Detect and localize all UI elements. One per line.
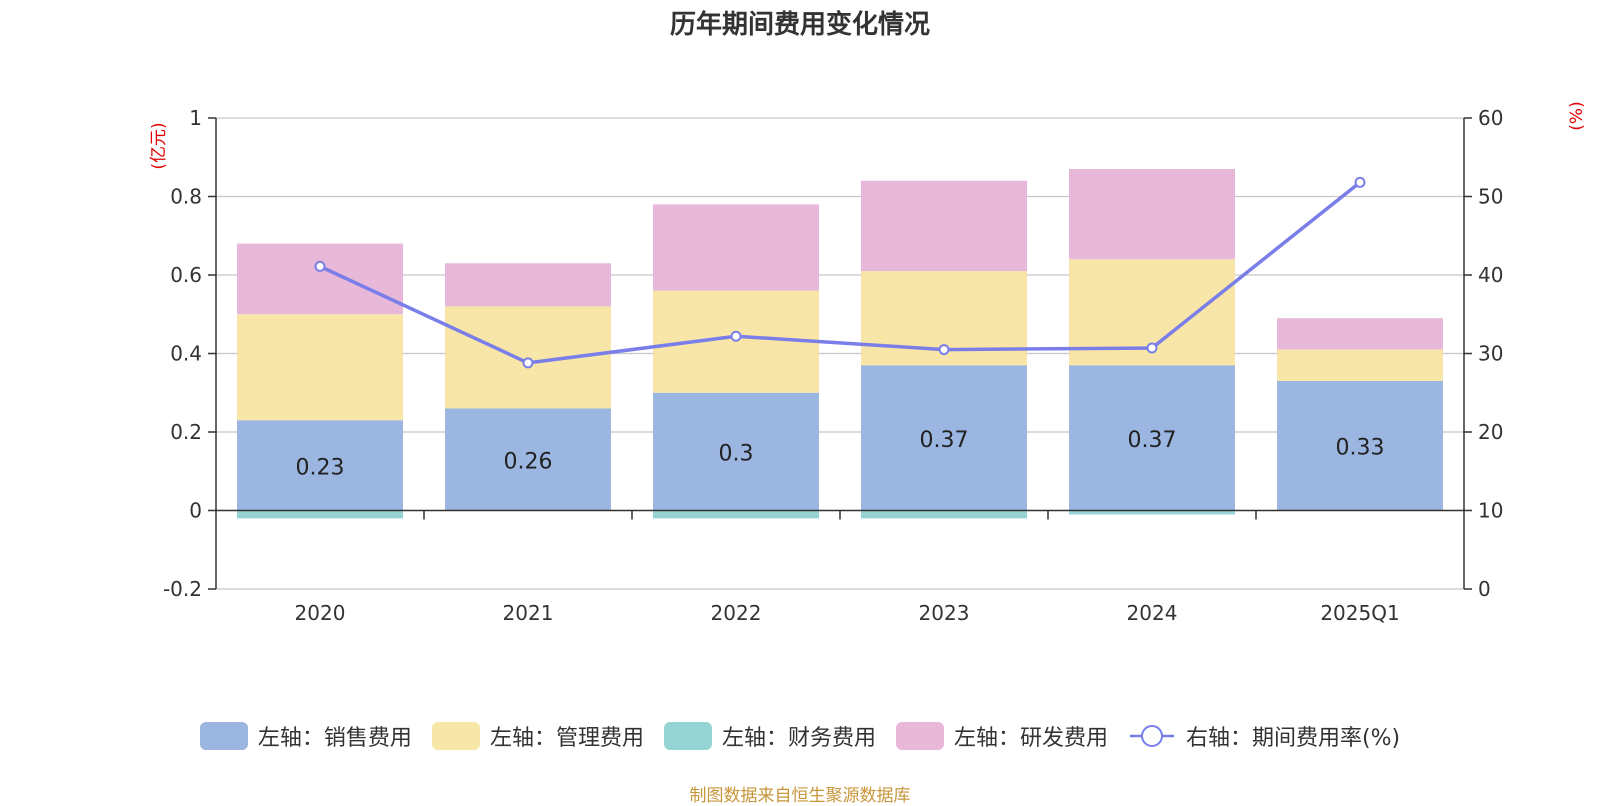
- legend-label-admin: 左轴：管理费用: [489, 726, 644, 751]
- bar-data-label: 0.26: [504, 449, 553, 474]
- x-axis-tick-label: 2022: [711, 601, 762, 625]
- bar-data-label: 0.37: [920, 428, 969, 453]
- bar-sales-2025Q1: [1277, 380, 1443, 511]
- left-axis-tick-label: 0.6: [170, 263, 202, 287]
- bar-rd-2025Q1: [1277, 318, 1443, 350]
- rate-point-2023: [938, 344, 950, 356]
- chart-title: 历年期间费用变化情况: [669, 10, 930, 40]
- bar-finance-2020: [237, 510, 403, 519]
- rate-point-2024: [1146, 342, 1158, 354]
- x-axis-tick-label: 2025Q1: [1320, 601, 1399, 625]
- bar-data-label: 0.37: [1128, 428, 1177, 453]
- bar-admin-2025Q1: [1277, 349, 1443, 381]
- left-axis-unit: (亿元): [149, 122, 169, 169]
- legend-swatch-finance: [663, 722, 712, 750]
- right-axis-tick-label: 60: [1478, 106, 1503, 130]
- bar-admin-2020: [237, 314, 403, 421]
- bar-rd-2020: [237, 243, 403, 315]
- x-axis-tick-label: 2021: [503, 601, 554, 625]
- legend-item-finance[interactable]: 左轴：财务费用: [663, 720, 876, 752]
- bar-finance-2023: [861, 510, 1027, 519]
- legend-label-rd: 左轴：研发费用: [953, 726, 1108, 751]
- legend-label-sales: 左轴：销售费用: [257, 726, 412, 751]
- rate-point-2020: [314, 260, 326, 272]
- right-axis-tick-label: 20: [1478, 420, 1503, 444]
- legend-item-rd[interactable]: 左轴：研发费用: [895, 720, 1108, 752]
- left-axis-tick-label: 0.8: [170, 185, 202, 209]
- bar-sales-2024: [1069, 365, 1235, 511]
- bar-data-label: 0.3: [719, 442, 754, 467]
- chart-legend: 左轴：销售费用 左轴：管理费用 左轴：财务费用 左轴：研发费用 右轴：期间费用率…: [0, 720, 1600, 752]
- right-axis-tick-label: 50: [1478, 185, 1503, 209]
- left-axis-tick-label: 0: [189, 499, 202, 523]
- legend-swatch-sales: [199, 722, 248, 750]
- bar-rd-2024: [1069, 169, 1235, 260]
- bar-sales-2020: [237, 420, 403, 511]
- x-axis-tick-label: 2023: [919, 601, 970, 625]
- bar-rd-2022: [653, 204, 819, 291]
- left-axis-tick-label: 1: [189, 106, 202, 130]
- right-axis-unit: (%): [1567, 101, 1587, 130]
- bar-sales-2022: [653, 392, 819, 511]
- legend-swatch-rd: [895, 722, 944, 750]
- right-axis-tick-label: 30: [1478, 342, 1503, 366]
- legend-item-sales[interactable]: 左轴：销售费用: [199, 720, 412, 752]
- right-axis-tick-label: 40: [1478, 263, 1503, 287]
- rate-point-2025Q1: [1354, 176, 1366, 188]
- rate-point-2021: [522, 357, 534, 369]
- legend-swatch-admin: [431, 722, 480, 750]
- left-axis-tick-label: 0.2: [170, 420, 202, 444]
- right-axis-tick-label: 10: [1478, 499, 1503, 523]
- x-axis-tick-label: 2024: [1127, 601, 1178, 625]
- legend-label-rate: 右轴：期间费用率(%): [1185, 726, 1401, 751]
- legend-label-finance: 左轴：财务费用: [721, 726, 876, 751]
- rate-point-2022: [730, 330, 742, 342]
- bar-data-label: 0.33: [1336, 436, 1385, 461]
- source-note: 制图数据来自恒生聚源数据库: [689, 786, 911, 806]
- bar-rd-2023: [861, 180, 1027, 272]
- bar-sales-2023: [861, 365, 1027, 511]
- bar-sales-2021: [445, 408, 611, 511]
- bar-data-label: 0.23: [296, 455, 345, 480]
- rate-line: [319, 181, 1362, 365]
- bar-finance-2022: [653, 510, 819, 519]
- left-axis-tick-label: 0.4: [170, 342, 202, 366]
- legend-item-admin[interactable]: 左轴：管理费用: [431, 720, 644, 752]
- left-axis-tick-label: -0.2: [163, 577, 202, 601]
- right-axis-tick-label: 0: [1478, 577, 1491, 601]
- legend-item-rate[interactable]: 右轴：期间费用率(%): [1128, 720, 1400, 752]
- legend-line-marker-icon: [1129, 725, 1174, 747]
- bar-finance-2024: [1069, 510, 1235, 515]
- bar-rd-2021: [445, 263, 611, 307]
- x-axis-tick-label: 2020: [295, 601, 346, 625]
